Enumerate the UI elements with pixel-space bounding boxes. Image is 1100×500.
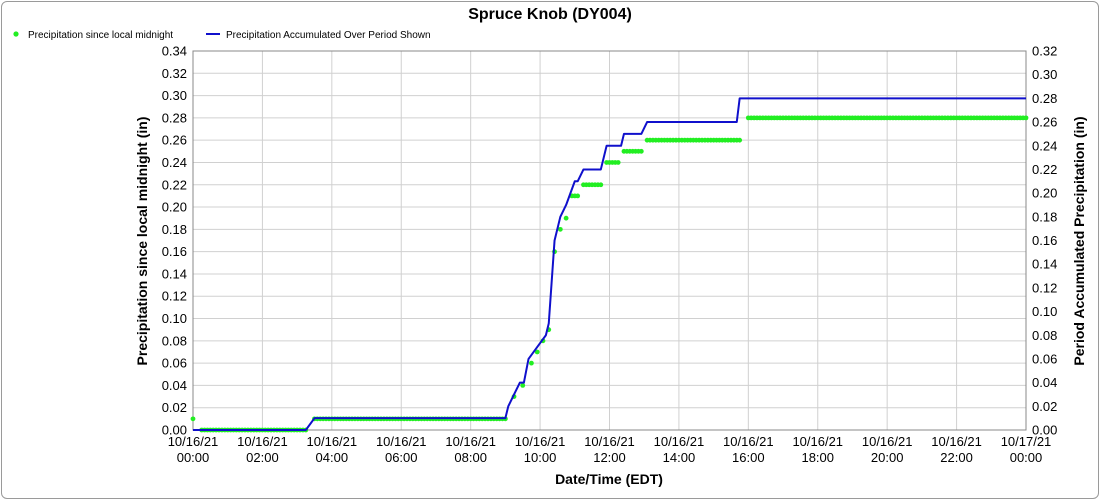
right-y-tick-label: 0.08	[1032, 328, 1057, 343]
left-y-tick-label: 0.30	[162, 88, 187, 103]
x-tick-label-date: 10/16/21	[862, 434, 913, 449]
x-tick-label-date: 10/16/21	[931, 434, 982, 449]
data-point	[534, 349, 540, 355]
left-y-tick-label: 0.10	[162, 311, 187, 326]
x-tick-label-time: 10:00	[524, 450, 557, 465]
right-y-tick-label: 0.12	[1032, 280, 1057, 295]
data-point	[563, 215, 569, 221]
legend-marker-series-1	[13, 31, 19, 37]
data-point	[520, 383, 526, 388]
left-y-tick-label: 0.06	[162, 356, 187, 371]
x-tick-label-time: 14:00	[663, 450, 696, 465]
series-period-accumulated	[193, 97, 1026, 431]
x-tick-label-time: 22:00	[940, 450, 973, 465]
x-tick-label-date: 10/16/21	[723, 434, 774, 449]
right-y-tick-label: 0.32	[1032, 44, 1057, 59]
data-point	[529, 360, 534, 366]
x-tick-label-time: 08:00	[454, 450, 487, 465]
data-point	[557, 226, 563, 232]
x-axis-ticks: 10/16/2100:0010/16/2102:0010/16/2104:001…	[168, 434, 1052, 465]
x-tick-label-date: 10/16/21	[376, 434, 427, 449]
x-tick-label-time: 00:00	[1010, 450, 1043, 465]
left-y-tick-label: 0.26	[162, 133, 187, 148]
plot-area	[192, 50, 1027, 431]
left-y-tick-label: 0.28	[162, 110, 187, 125]
left-y-tick-label: 0.34	[162, 44, 187, 59]
left-y-tick-label: 0.16	[162, 244, 187, 259]
x-tick-label-time: 02:00	[246, 450, 279, 465]
left-y-tick-label: 0.08	[162, 333, 187, 348]
right-y-tick-label: 0.24	[1032, 138, 1057, 153]
data-point	[598, 182, 604, 188]
x-tick-label-date: 10/16/21	[307, 434, 358, 449]
right-y-tick-label: 0.26	[1032, 115, 1057, 130]
right-y-tick-label: 0.30	[1032, 67, 1057, 82]
x-tick-label-time: 16:00	[732, 450, 765, 465]
data-point	[615, 160, 621, 165]
data-point	[737, 137, 743, 143]
left-y-tick-label: 0.12	[162, 289, 187, 304]
right-y-tick-label: 0.16	[1032, 233, 1057, 248]
right-y-tick-label: 0.14	[1032, 257, 1057, 272]
x-tick-label-time: 12:00	[593, 450, 626, 465]
left-y-tick-label: 0.32	[162, 66, 187, 81]
left-y-tick-label: 0.02	[162, 400, 187, 415]
left-y-tick-label: 0.04	[162, 378, 187, 393]
data-point	[1023, 115, 1029, 121]
x-tick-label-date: 10/16/21	[515, 434, 566, 449]
x-tick-label-date: 10/16/21	[792, 434, 843, 449]
x-tick-label-date: 10/16/21	[445, 434, 496, 449]
left-y-axis-ticks: 0.00 0.02 0.04 0.06 0.08 0.10 0.12 0.14 0.16 0.18…	[162, 44, 187, 438]
plot-border	[192, 50, 1027, 431]
left-y-tick-label: 0.18	[162, 222, 187, 237]
data-point	[638, 148, 644, 154]
x-tick-label-time: 04:00	[316, 450, 349, 465]
chart-title: Spruce Knob (DY004)	[468, 6, 632, 23]
right-y-tick-label: 0.28	[1032, 91, 1057, 106]
right-y-axis-label: Period Accumulated Precipitation (in)	[1071, 116, 1087, 365]
right-y-tick-label: 0.20	[1032, 186, 1057, 201]
left-y-tick-label: 0.22	[162, 177, 187, 192]
left-y-tick-label: 0.00	[162, 423, 187, 438]
right-y-tick-label: 0.06	[1032, 351, 1057, 366]
x-tick-label-time: 20:00	[871, 450, 904, 465]
right-y-tick-label: 0.00	[1032, 423, 1057, 438]
data-point	[575, 193, 581, 199]
x-tick-label-date: 10/16/21	[237, 434, 288, 449]
left-y-tick-label: 0.20	[162, 200, 187, 215]
data-point	[190, 416, 196, 422]
right-y-tick-label: 0.04	[1032, 375, 1057, 390]
legend: Precipitation since local midnight Preci…	[13, 30, 431, 41]
left-y-tick-label: 0.14	[162, 266, 187, 281]
grid	[192, 50, 1027, 431]
right-y-axis-ticks: 0.00 0.02 0.04 0.06 0.08 0.10 0.12 0.14 0.16 0.18…	[1032, 44, 1057, 438]
x-tick-label-date: 10/16/21	[168, 434, 219, 449]
right-y-tick-label: 0.18	[1032, 209, 1057, 224]
x-tick-label-time: 18:00	[801, 450, 834, 465]
x-axis-label: Date/Time (EDT)	[555, 471, 663, 487]
left-y-tick-label: 0.24	[162, 155, 187, 170]
right-y-tick-label: 0.10	[1032, 304, 1057, 319]
x-tick-label-date: 10/16/21	[584, 434, 635, 449]
legend-label-series-2: Precipitation Accumulated Over Period Sh…	[226, 30, 431, 41]
right-y-tick-label: 0.22	[1032, 162, 1057, 177]
x-tick-label-time: 00:00	[177, 450, 210, 465]
left-y-axis-label: Precipitation since local midnight (in)	[134, 117, 150, 366]
x-tick-label-time: 06:00	[385, 450, 418, 465]
legend-label-series-1: Precipitation since local midnight	[28, 30, 173, 41]
series-line-path	[193, 97, 1026, 431]
right-y-tick-label: 0.02	[1032, 399, 1057, 414]
x-tick-label-date: 10/17/21	[1001, 434, 1052, 449]
x-tick-label-date: 10/16/21	[654, 434, 705, 449]
